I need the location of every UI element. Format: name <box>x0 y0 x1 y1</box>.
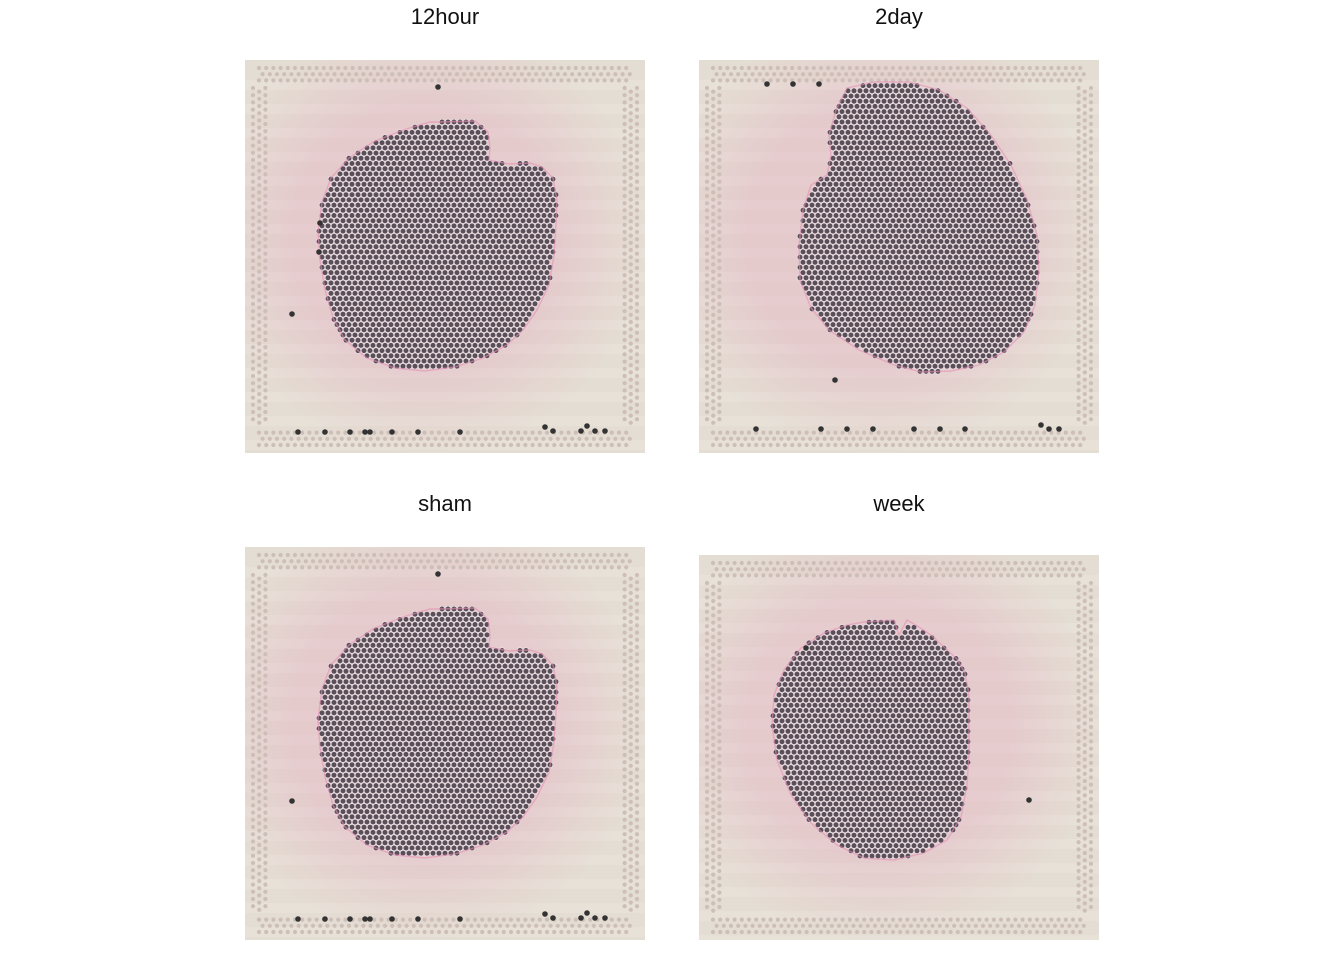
tissue-image-2day <box>699 60 1099 453</box>
dark-spots <box>753 81 1062 432</box>
tissue-svg <box>699 555 1099 940</box>
tissue-image-week <box>699 555 1099 940</box>
tissue-svg <box>245 60 645 453</box>
tissue-rim <box>771 619 970 861</box>
panel-title-week: week <box>873 491 925 516</box>
tissue-image-sham <box>245 547 645 940</box>
tissue-svg <box>699 60 1099 453</box>
dark-spots <box>289 84 608 435</box>
tissue-spots <box>796 82 1041 375</box>
tissue-rim <box>317 120 558 372</box>
tissue-spots <box>315 118 560 370</box>
dark-spots <box>289 571 608 922</box>
panel-title-12hour: 12hour <box>410 4 480 29</box>
panel-title-sham: sham <box>418 491 472 516</box>
tissue-spots <box>315 605 560 857</box>
tissue-image-12hour <box>245 60 645 453</box>
fiducial-frame <box>250 552 640 935</box>
tissue-svg <box>245 547 645 940</box>
tissue-rim <box>317 607 558 859</box>
fiducial-frame <box>704 560 1094 935</box>
tissue-rim <box>798 81 1040 373</box>
panel-title-2day: 2day <box>875 4 923 29</box>
dark-spots <box>803 645 1032 803</box>
